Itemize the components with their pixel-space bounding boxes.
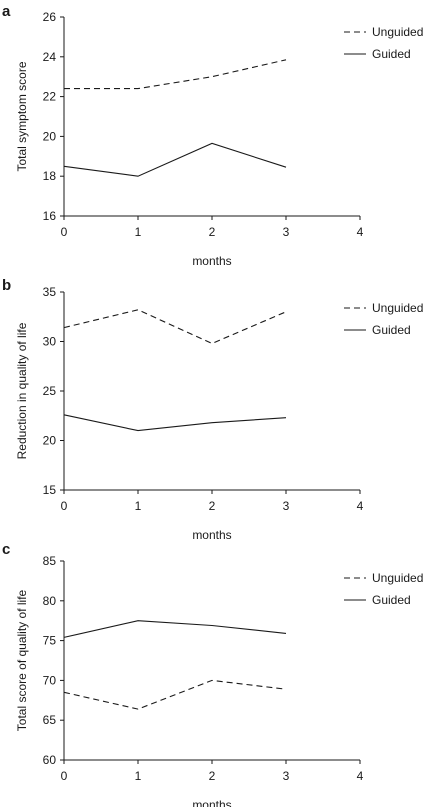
legend-label: Unguided: [372, 571, 423, 585]
x-tick-label: 0: [61, 769, 68, 783]
y-tick-label: 30: [43, 335, 57, 349]
x-tick-label: 3: [283, 769, 290, 783]
x-axis-label: months: [192, 528, 231, 542]
y-tick-label: 60: [43, 753, 57, 767]
y-tick-label: 85: [43, 554, 57, 568]
y-axis-label: Reduction in quality of life: [15, 322, 29, 459]
y-axis-label: Total score of quality of life: [15, 589, 29, 731]
x-tick-label: 2: [209, 769, 216, 783]
x-tick-label: 4: [357, 499, 364, 513]
legend-label: Guided: [372, 323, 411, 337]
x-tick-label: 0: [61, 225, 68, 239]
x-tick-label: 4: [357, 225, 364, 239]
x-tick-label: 3: [283, 499, 290, 513]
chart-panel-a: a 16 18 20 22 24 26 0 1 2 3 4 months Total symptom sc…: [2, 3, 423, 268]
y-tick-label: 24: [43, 50, 57, 64]
y-tick-label: 20: [43, 434, 57, 448]
panel-letter: c: [2, 541, 10, 558]
y-tick-label: 22: [43, 90, 57, 104]
legend-label: Guided: [372, 47, 411, 61]
x-tick-label: 1: [135, 769, 142, 783]
x-axis-label: months: [192, 254, 231, 268]
chart-panel-c: c 60 65 70 75 80 85 0 1 2 3 4 months Total score of q…: [2, 541, 423, 807]
series-line-unguided: [63, 309, 287, 345]
legend-label: Unguided: [372, 25, 423, 39]
y-tick-label: 25: [43, 384, 57, 398]
y-tick-label: 18: [43, 169, 57, 183]
y-tick-label: 35: [43, 285, 57, 299]
panel-letter: b: [2, 277, 11, 294]
x-tick-label: 1: [135, 225, 142, 239]
panel-letter: a: [2, 3, 11, 20]
series-line-guided: [63, 620, 287, 638]
x-tick-label: 0: [61, 499, 68, 513]
y-tick-label: 75: [43, 634, 57, 648]
y-tick-label: 20: [43, 129, 57, 143]
x-tick-label: 2: [209, 499, 216, 513]
y-tick-label: 15: [43, 483, 57, 497]
y-tick-label: 80: [43, 594, 57, 608]
series-line-guided: [63, 414, 287, 432]
y-axis-label: Total symptom score: [15, 61, 29, 171]
series-line-guided: [63, 142, 287, 177]
chart-panel-b: b 15 20 25 30 35 0 1 2 3 4 months Reduction in quali…: [2, 277, 423, 542]
y-tick-label: 26: [43, 10, 57, 24]
y-tick-label: 16: [43, 209, 57, 223]
x-axis-label: months: [192, 798, 231, 807]
x-tick-label: 3: [283, 225, 290, 239]
legend-label: Unguided: [372, 301, 423, 315]
x-tick-label: 1: [135, 499, 142, 513]
series-line-unguided: [63, 679, 287, 710]
y-tick-label: 70: [43, 673, 57, 687]
x-tick-label: 2: [209, 225, 216, 239]
x-tick-label: 4: [357, 769, 364, 783]
series-line-unguided: [64, 59, 287, 90]
legend-label: Guided: [372, 593, 411, 607]
y-tick-label: 65: [43, 713, 57, 727]
